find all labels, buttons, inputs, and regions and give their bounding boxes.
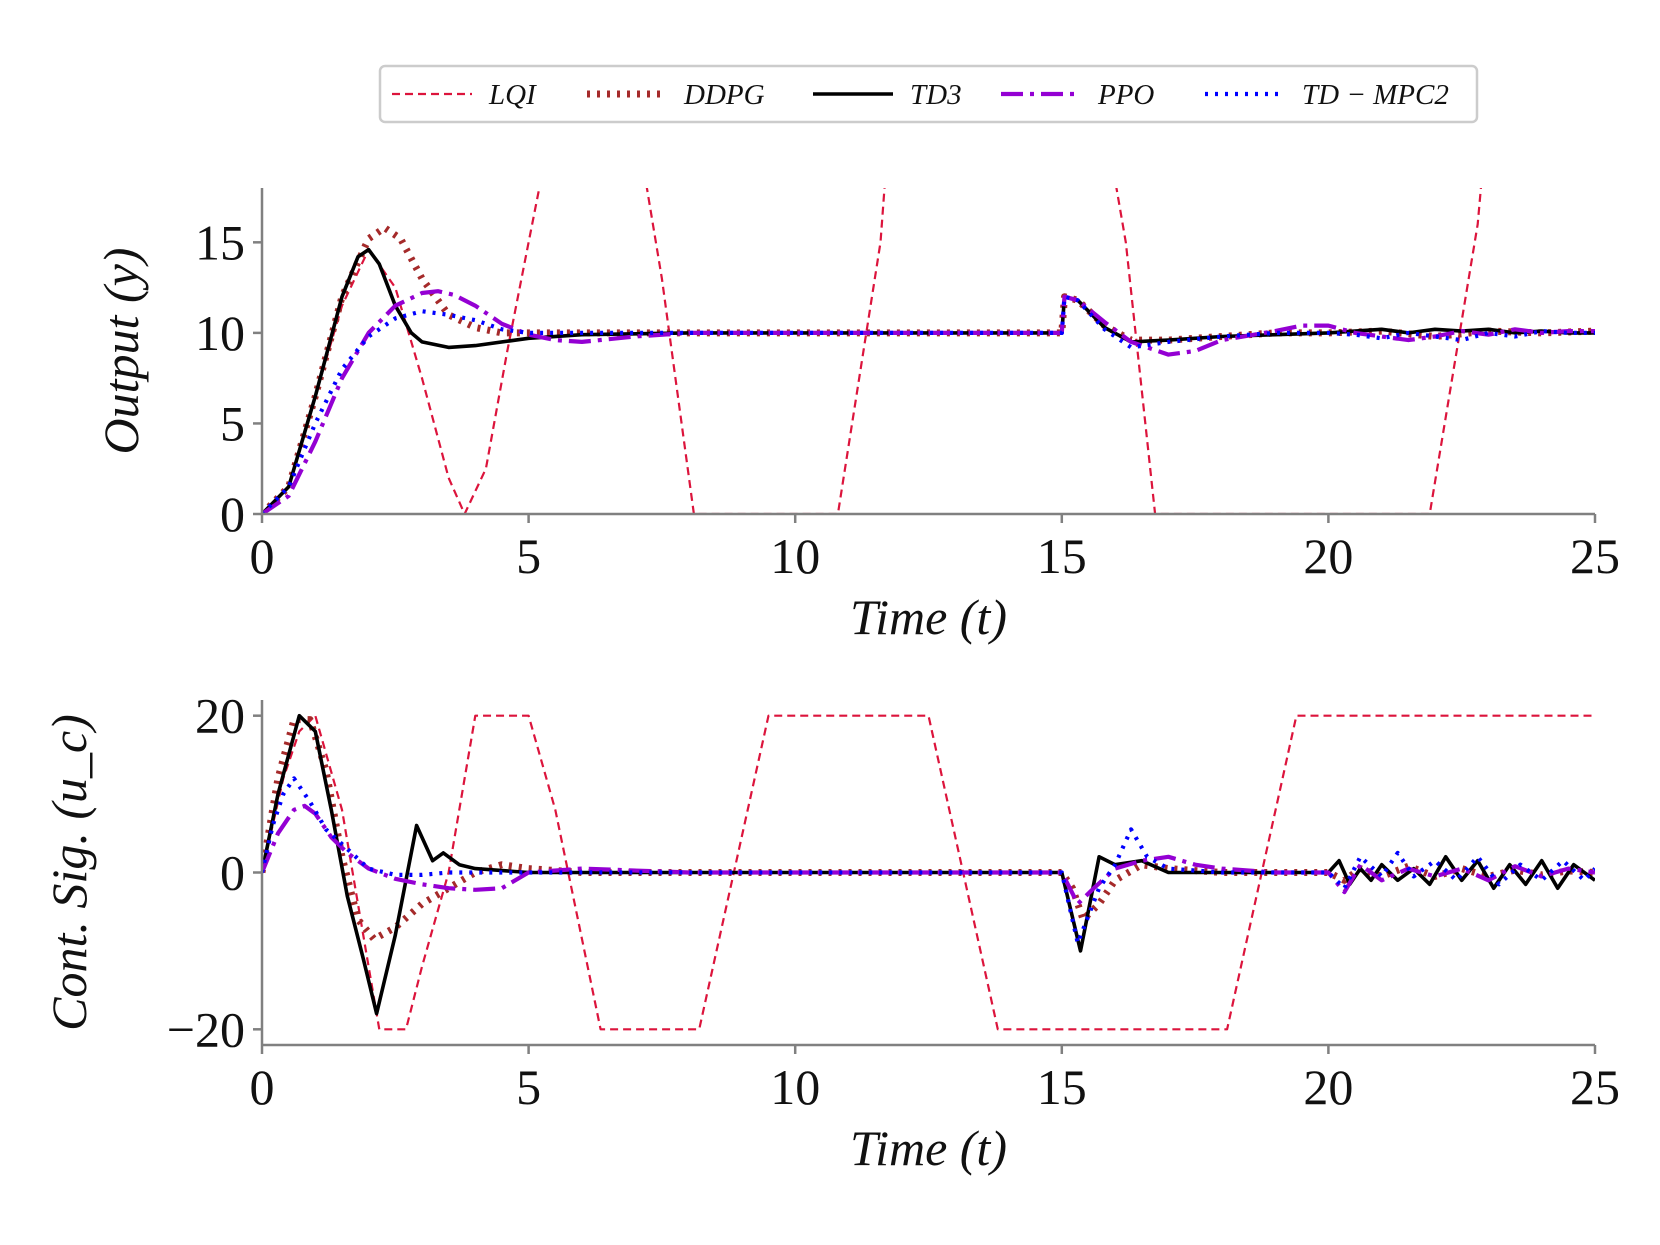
series-line-lqi [262, 714, 1595, 1031]
x-tick-label: 20 [1303, 1059, 1353, 1115]
x-tick-label: 20 [1303, 528, 1353, 584]
x-tick-label: 15 [1037, 1059, 1087, 1115]
series-line-lqi [262, 188, 1483, 514]
y-tick-label: −20 [167, 1001, 245, 1057]
output-chart: 0 5 10 15 20 25 0 5 10 15 Time (t) Output (y) [93, 188, 1620, 645]
series-line-ddpg [262, 224, 1595, 514]
legend-label-ppo: PPO [1097, 79, 1154, 111]
y-axis-label: Cont. Sig. (u_c) [41, 714, 97, 1031]
series-line-td-mpc2 [262, 294, 1595, 514]
series-group [262, 713, 1595, 1031]
series-line-td3 [262, 247, 1595, 514]
x-tick-label: 15 [1037, 528, 1087, 584]
series-line-td-mpc2 [262, 776, 1595, 946]
y-tick-label: 0 [220, 845, 245, 901]
x-tick-label: 5 [516, 528, 541, 584]
x-axis-label: Time (t) [850, 1120, 1007, 1176]
y-tick-label: 20 [195, 688, 245, 744]
series-line-td3 [262, 713, 1595, 1016]
series-group [262, 188, 1595, 514]
x-axis-label: Time (t) [850, 589, 1007, 645]
y-tick-label: 0 [220, 486, 245, 542]
x-tick-label: 5 [516, 1059, 541, 1115]
legend-box [378, 64, 1479, 124]
series-line-ppo [262, 289, 1595, 514]
x-tick-label: 0 [250, 1059, 275, 1115]
y-tick-label: 5 [220, 395, 245, 451]
x-tick-label: 0 [250, 528, 275, 584]
x-tick-label: 10 [770, 528, 820, 584]
series-line-ddpg [262, 716, 1595, 943]
legend: LQI DDPG TD3 PPO TD − MPC2 [378, 64, 1479, 124]
y-axis-label: Output (y) [93, 248, 149, 455]
y-tick-label: 10 [195, 305, 245, 361]
x-tick-label: 10 [770, 1059, 820, 1115]
legend-label-lqi: LQI [488, 79, 537, 111]
legend-label-td-mpc2: TD − MPC2 [1302, 79, 1449, 111]
legend-label-td3: TD3 [910, 79, 962, 111]
series-line-ppo [262, 803, 1595, 907]
legend-label-ddpg: DDPG [683, 79, 765, 111]
x-tick-label: 25 [1570, 528, 1620, 584]
x-tick-label: 25 [1570, 1059, 1620, 1115]
y-tick-label: 15 [195, 214, 245, 270]
